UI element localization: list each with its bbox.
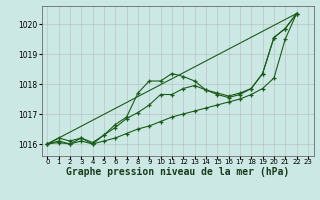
X-axis label: Graphe pression niveau de la mer (hPa): Graphe pression niveau de la mer (hPa) [66, 167, 289, 177]
